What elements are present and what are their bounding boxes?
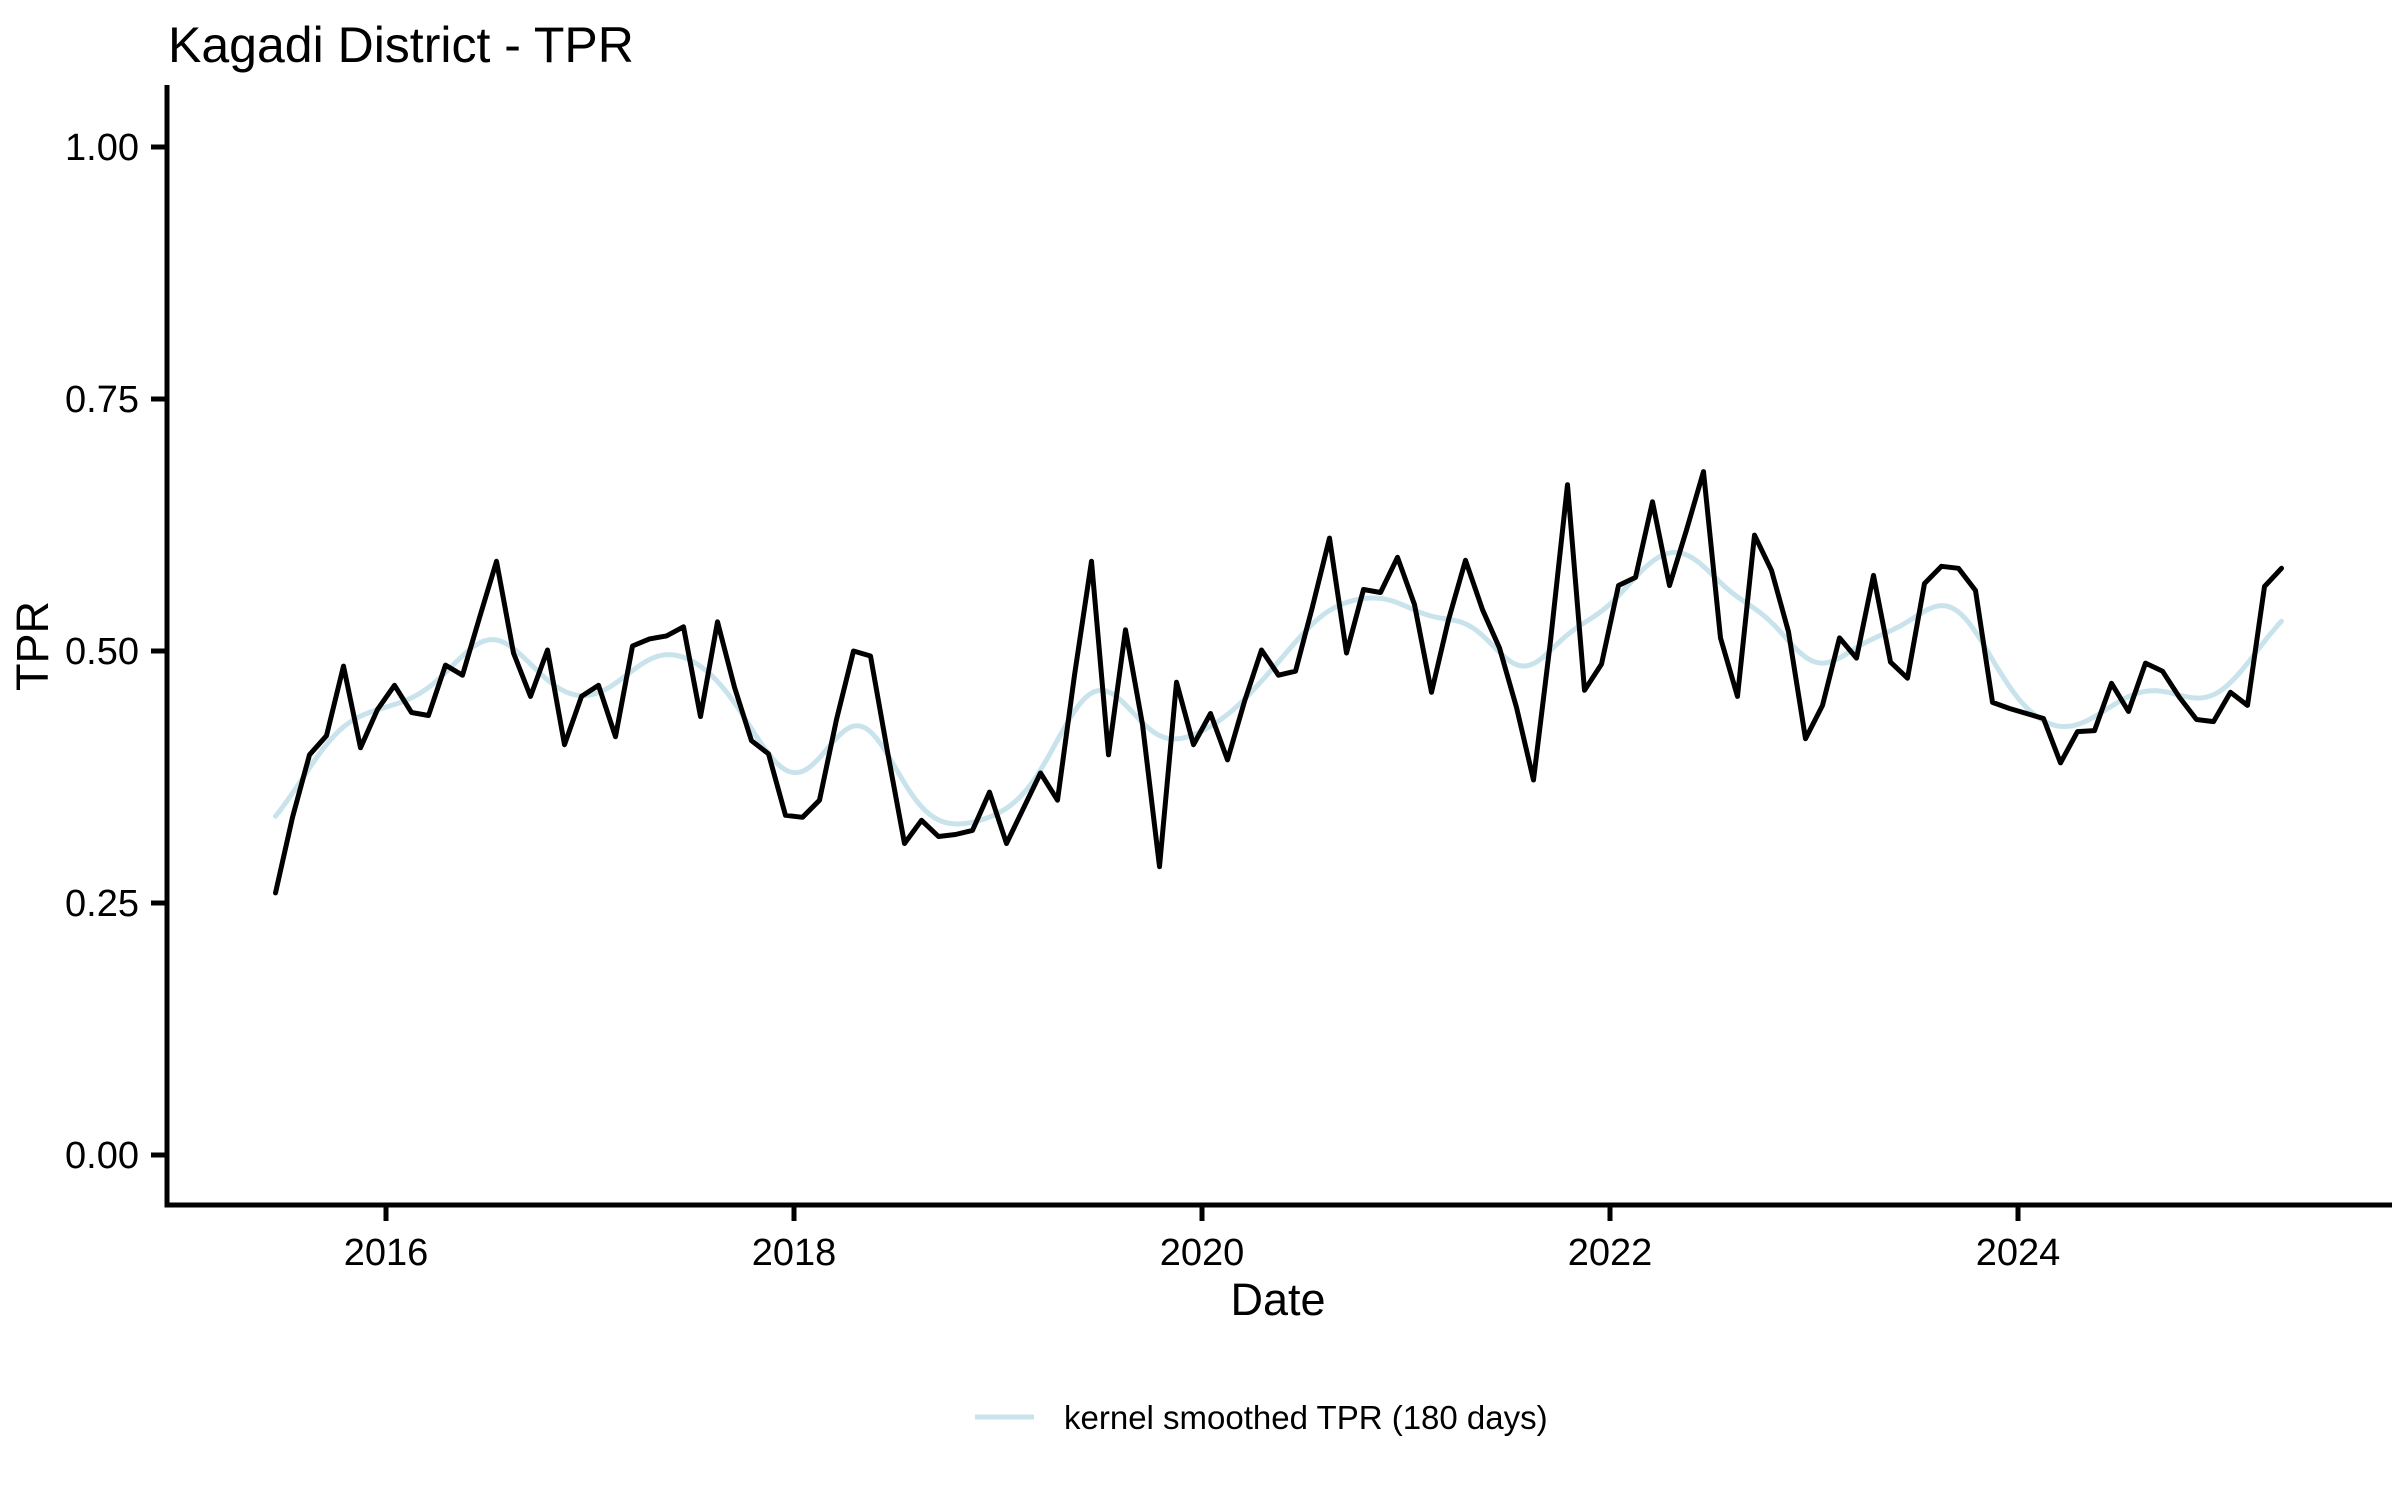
x-tick-label: 2018: [752, 1232, 837, 1274]
y-tick-label: 0.75: [65, 379, 139, 421]
x-tick-label: 2020: [1160, 1232, 1245, 1274]
axis-lines: [164, 85, 2392, 1208]
raw-tpr-line: [273, 469, 2284, 896]
x-axis-tick-labels: 2016 2018 2020 2022 2024: [344, 1232, 2061, 1274]
y-axis-tick-labels: 0.00 0.25 0.50 0.75 1.00: [65, 127, 139, 1177]
y-tick-label: 0.50: [65, 631, 139, 673]
x-tick-label: 2016: [344, 1232, 429, 1274]
axes: [151, 85, 2392, 1221]
y-tick-label: 1.00: [65, 127, 139, 169]
y-axis-label: TPR: [7, 601, 58, 691]
x-tick-label: 2024: [1976, 1232, 2061, 1274]
x-tick-label: 2022: [1568, 1232, 1653, 1274]
y-tick-label: 0.25: [65, 883, 139, 925]
chart-title: Kagadi District - TPR: [168, 17, 634, 73]
x-axis-label: Date: [1230, 1274, 1325, 1325]
legend: kernel smoothed TPR (180 days): [975, 1399, 1548, 1436]
legend-label: kernel smoothed TPR (180 days): [1064, 1399, 1548, 1436]
smoothed-tpr-line: [273, 549, 2284, 827]
y-tick-label: 0.00: [65, 1135, 139, 1177]
